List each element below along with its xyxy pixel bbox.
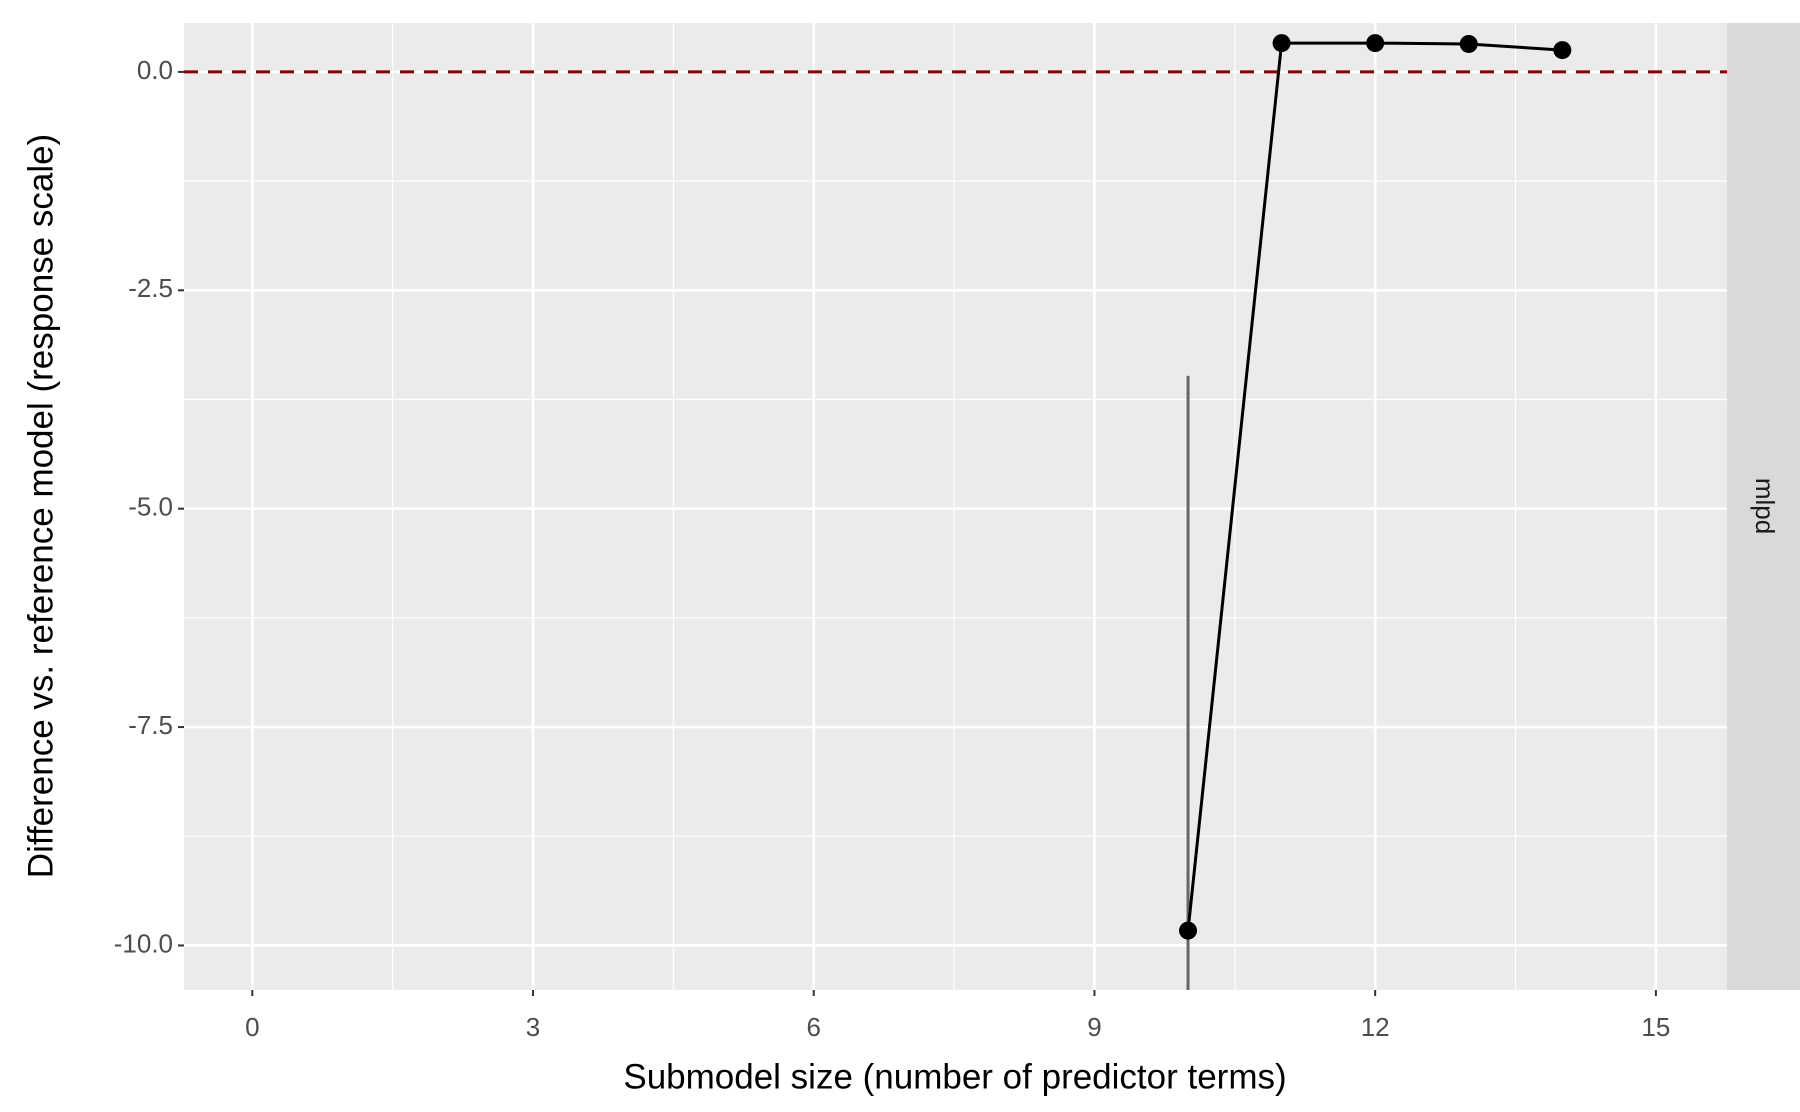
point (1553, 41, 1572, 60)
axes: 0 3 6 9 12 15 0.0 -2.5 -5.0 -7.5 -10.0 (114, 55, 1671, 1042)
point (1272, 34, 1291, 53)
plot-area (184, 34, 1727, 990)
facet-strip (1727, 23, 1800, 990)
y-tick-label: 0.0 (137, 55, 173, 85)
x-tick-label: 12 (1361, 1012, 1390, 1042)
facet-label: mlpd (1750, 478, 1780, 534)
point (1366, 34, 1385, 53)
x-tick-label: 3 (526, 1012, 540, 1042)
y-tick-label: -10.0 (114, 928, 173, 958)
x-axis-title: Submodel size (number of predictor terms… (623, 1057, 1286, 1096)
point (1179, 921, 1198, 940)
panel (184, 23, 1727, 990)
y-tick-label: -7.5 (128, 710, 173, 740)
y-tick-label: -2.5 (128, 273, 173, 303)
x-tick-label: 15 (1641, 1012, 1670, 1042)
x-tick-label: 0 (245, 1012, 259, 1042)
y-tick-label: -5.0 (128, 492, 173, 522)
point (1459, 34, 1478, 53)
grid (184, 23, 1727, 990)
y-axis-title: Difference vs. reference model (response… (21, 134, 60, 878)
x-tick-label: 6 (807, 1012, 821, 1042)
x-tick-label: 9 (1087, 1012, 1101, 1042)
